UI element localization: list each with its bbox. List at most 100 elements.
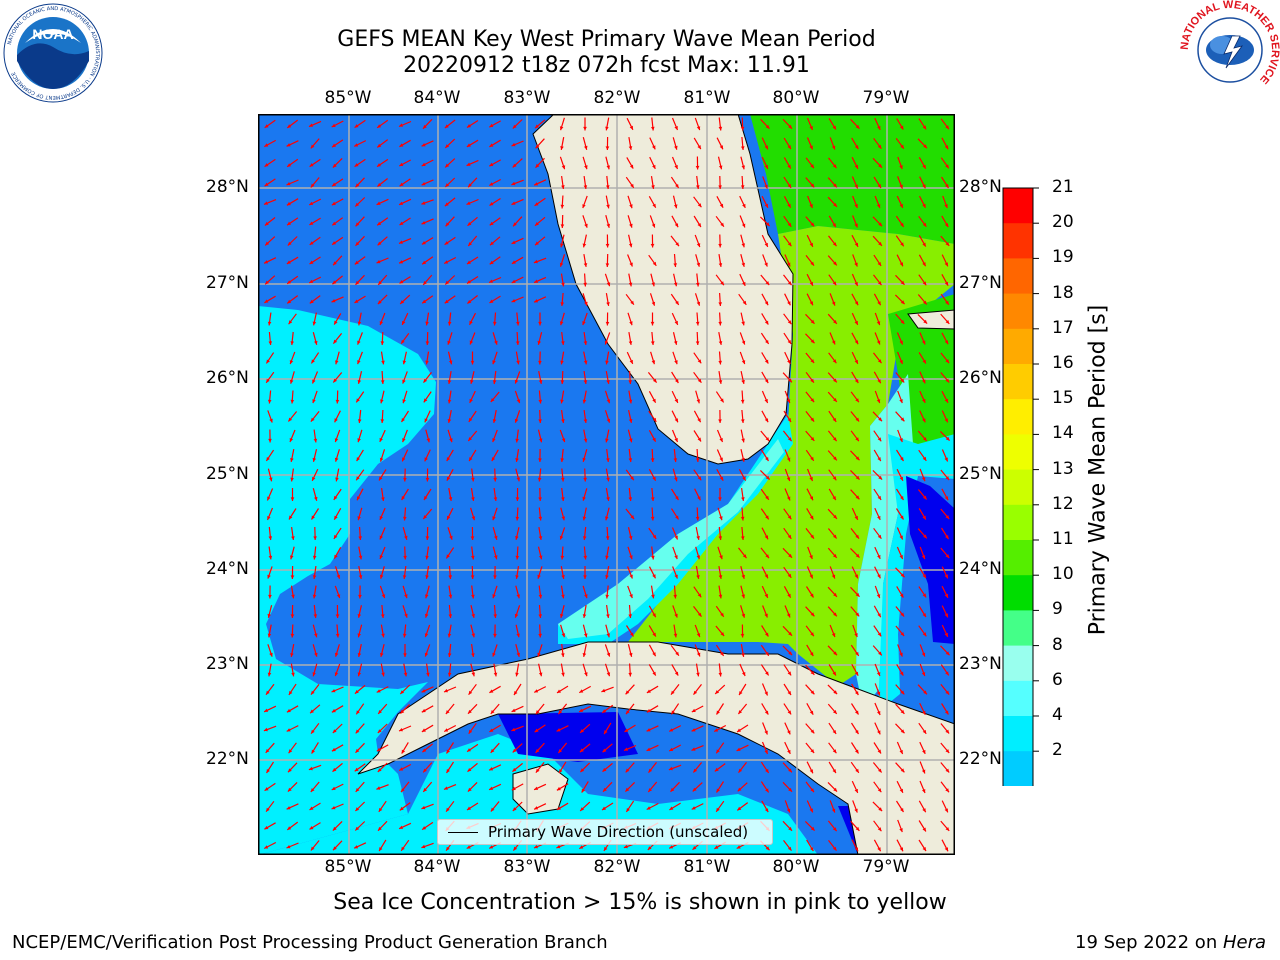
wave-arrow-head [765,437,770,441]
wave-arrow-head [602,709,607,713]
wave-arrow-head [469,340,474,345]
wave-arrow-head [900,242,904,247]
ocean-4-6s-region-west [258,306,436,754]
wave-arrow-head [538,633,542,638]
wave-arrow-head [628,419,633,423]
wave-arrow-head [579,748,584,753]
wave-arrow-head [534,182,539,186]
wave-arrow-head [855,612,860,617]
wave-arrow-head [650,243,655,248]
wave-arrow-head [787,534,792,539]
wave-arrow-head [923,300,927,305]
wave-arrow-head [652,574,656,579]
wave-arrow-head [287,221,291,226]
wave-arrow-head [515,341,520,345]
wave-arrow-head [833,651,837,656]
wave-arrow-head [444,241,449,245]
wave-arrow-head [922,710,926,715]
wave-arrow-head [764,320,769,325]
wave-arrow-head [854,223,858,228]
wave-arrow-head [308,766,313,771]
wave-arrow-head [354,767,359,772]
wave-arrow-head [399,143,404,147]
wave-arrow-head [899,262,903,267]
wave-arrow-head [309,826,314,830]
wave-arrow-head [900,515,904,520]
wave-arrow-head [334,418,338,423]
wave-arrow-head [469,398,473,403]
wave-arrow-head [268,536,273,540]
wave-arrow-head [558,710,563,715]
legend-label: Primary Wave Direction (unscaled) [488,823,749,841]
ocean-4-6s-region-southwest [258,689,408,855]
wave-arrow-head [377,221,382,226]
wave-arrow-head [899,788,903,793]
wave-arrow-head [534,844,538,849]
wave-arrow-head [697,223,701,227]
wave-arrow-head [334,652,339,657]
wave-arrow-head [332,826,337,831]
wave-arrow-head [401,496,405,500]
wave-arrow-head [809,496,813,501]
wave-arrow-head [944,496,949,501]
wave-arrow-head [691,708,696,712]
wave-arrow-head [289,360,294,365]
wave-arrow-head [788,631,792,636]
wave-arrow-head [468,417,473,422]
wave-arrow-head [381,360,385,365]
wave-arrow-head [788,768,792,773]
wave-period-map [258,114,955,855]
wave-arrow-head [646,747,651,751]
wave-arrow-head [878,163,882,168]
wave-arrow-head [379,476,383,481]
wave-arrow-head [696,672,700,677]
wave-arrow-head [787,320,792,325]
wave-arrow-head [606,652,611,657]
wave-arrow-head [379,437,383,442]
wave-arrow-head [580,768,585,773]
colorbar-segment [1003,399,1033,435]
wave-arrow-head [831,340,836,345]
wave-arrow-head [561,341,565,345]
wave-arrow-head [583,575,587,579]
colorbar-segment [1003,610,1033,647]
wave-arrow-head [534,202,539,206]
wave-arrow-head [899,340,903,345]
wave-arrow-head [334,672,339,677]
lat-label-left: 22°N [206,749,249,769]
wave-arrow-head [492,594,496,599]
wave-arrow-head [332,143,336,148]
wave-arrow-head [624,747,628,751]
wave-arrow-head [628,243,633,248]
wave-arrow-head [720,612,724,617]
wave-arrow-head [673,633,678,638]
wave-arrow-head [334,554,338,559]
wave-arrow-head [291,536,295,540]
wave-arrow-head [877,554,881,559]
wave-arrow-head [311,359,315,364]
wave-arrow-head [628,497,633,501]
wave-arrow-head [605,126,609,131]
wave-arrow-head [877,613,881,618]
wave-arrow-head [511,142,516,147]
wave-arrow-head [716,807,720,812]
wave-arrow-head [314,652,318,657]
wave-arrow-head [648,768,653,773]
wave-arrow-head [403,653,407,657]
wave-arrow-head [899,438,903,443]
wave-arrow-head [651,497,655,501]
wave-arrow-head [584,223,588,228]
wave-arrow-head [810,671,815,675]
wave-arrow-head [809,126,813,130]
wave-arrow-head [560,224,565,228]
wave-arrow-head [944,613,948,618]
nws-logo: NATIONAL WEATHER SERVICE [1180,0,1280,98]
wave-arrow-head [561,419,565,423]
lon-label-top: 83°W [503,88,551,108]
wave-arrow-head [311,515,315,520]
wave-arrow-head [355,729,360,734]
wave-arrow-head [809,301,813,306]
wave-arrow-head [379,321,384,325]
wave-arrow-head [493,477,497,482]
wave-arrow-head [697,203,702,208]
